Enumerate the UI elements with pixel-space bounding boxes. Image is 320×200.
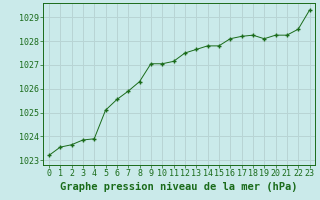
X-axis label: Graphe pression niveau de la mer (hPa): Graphe pression niveau de la mer (hPa): [60, 182, 298, 192]
